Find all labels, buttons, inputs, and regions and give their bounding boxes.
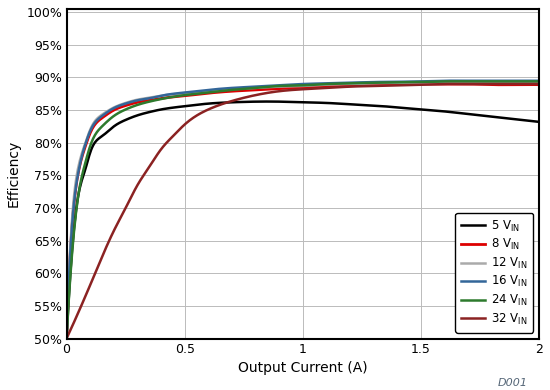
Text: D001: D001 [498,378,528,388]
Y-axis label: Efficiency: Efficiency [7,140,21,207]
X-axis label: Output Current (A): Output Current (A) [238,361,367,375]
Legend: 5 V$_{\mathrm{IN}}$, 8 V$_{\mathrm{IN}}$, 12 V$_{\mathrm{IN}}$, 16 V$_{\mathrm{I: 5 V$_{\mathrm{IN}}$, 8 V$_{\mathrm{IN}}$… [455,213,533,333]
